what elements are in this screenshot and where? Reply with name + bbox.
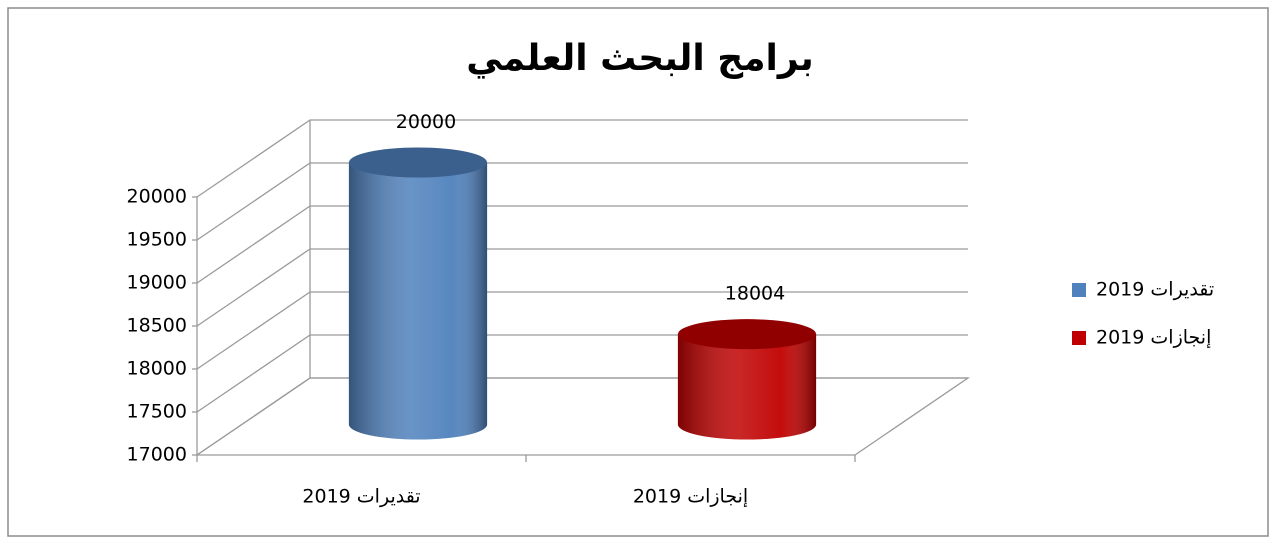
cylinder-shade <box>348 162 488 440</box>
legend-label: تقديرات 2019 <box>1096 279 1214 301</box>
y-tick-label: 17500 <box>127 401 187 423</box>
legend-swatch <box>1072 283 1086 297</box>
y-tick-label: 20000 <box>127 186 187 208</box>
x-tick-label: تقديرات 2019 <box>302 486 420 508</box>
cylinder-top-shade <box>677 319 817 350</box>
y-tick-label: 19500 <box>127 229 187 251</box>
legend-swatch <box>1072 331 1086 345</box>
legend-label: إنجازات 2019 <box>1096 327 1211 350</box>
x-tick-label: إنجازات 2019 <box>633 486 748 509</box>
data-label: 20000 <box>396 111 456 133</box>
data-label: 18004 <box>725 283 785 305</box>
cylinder-top-shade <box>348 147 488 178</box>
grid-line <box>196 291 968 370</box>
frame <box>7 7 1269 537</box>
y-tick-label: 18000 <box>127 358 187 380</box>
grid-line <box>196 119 968 198</box>
grid-line <box>196 162 968 241</box>
cylinder <box>348 147 488 440</box>
cylinder-top <box>348 147 488 178</box>
cylinder-shade <box>677 334 817 440</box>
cylinder-top <box>677 319 817 350</box>
y-tick-label: 19000 <box>127 272 187 294</box>
chart-title: برامج البحث العلمي <box>466 38 814 79</box>
y-tick-label: 17000 <box>127 444 187 466</box>
cylinder <box>677 319 817 440</box>
grid-line <box>196 248 968 327</box>
y-tick-label: 18500 <box>127 315 187 337</box>
grid-line <box>196 205 968 284</box>
